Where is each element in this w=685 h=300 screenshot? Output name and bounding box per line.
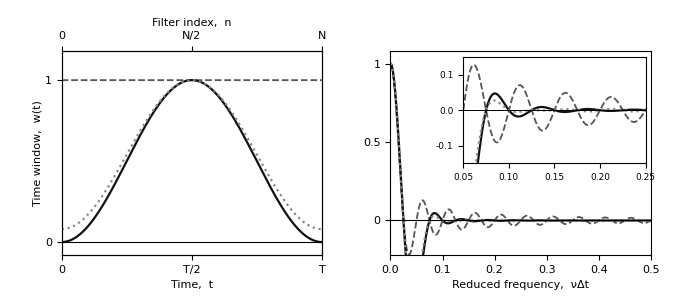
Y-axis label: Time window,  w(t): Time window, w(t) xyxy=(32,100,42,206)
X-axis label: Filter index,  n: Filter index, n xyxy=(152,18,232,28)
X-axis label: Reduced frequency,  νΔt: Reduced frequency, νΔt xyxy=(452,280,589,290)
X-axis label: Time,  t: Time, t xyxy=(171,280,213,290)
